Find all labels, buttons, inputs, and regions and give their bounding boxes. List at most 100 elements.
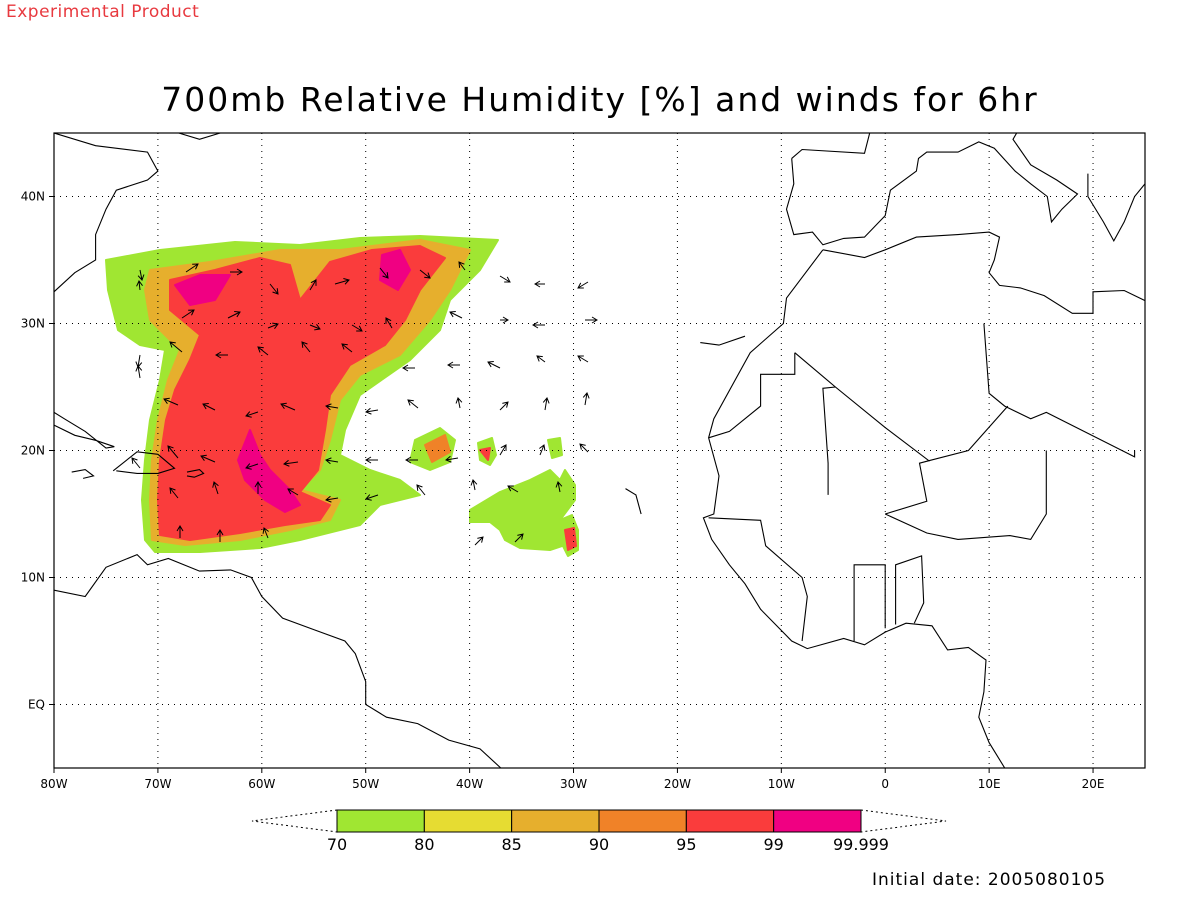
- wind-arrow: [163, 397, 179, 406]
- coastline: [1087, 173, 1145, 243]
- coastline: [794, 352, 931, 515]
- coastline: [928, 405, 1009, 462]
- colorbar-label: 70: [327, 835, 347, 854]
- coastline: [884, 450, 1047, 541]
- colorbar-label: 80: [414, 835, 434, 854]
- colorbar-swatch: [773, 809, 862, 833]
- wind-arrow: [419, 269, 431, 279]
- coastline: [54, 553, 502, 768]
- lon-tick-label: 50W: [352, 777, 379, 791]
- coastline: [186, 469, 205, 478]
- coastline: [54, 133, 159, 376]
- wind-arrow: [227, 311, 241, 319]
- wind-arrow: [309, 324, 321, 331]
- lon-tick-label: 40W: [456, 777, 483, 791]
- lon-tick-label: 20W: [664, 777, 691, 791]
- wind-arrow: [334, 278, 350, 285]
- colorbar-label: 99.999: [833, 835, 889, 854]
- wind-arrow: [379, 267, 389, 279]
- experimental-product-label: Experimental Product: [6, 2, 200, 22]
- wind-arrow: [455, 397, 463, 409]
- wind-arrow: [181, 309, 195, 319]
- lon-tick-label: 30W: [560, 777, 587, 791]
- axis-ticks: 80W 70W 60W 50W 40W 30W 20W 10W 0 10E 20E 40N 30N 20N…: [21, 190, 1105, 792]
- wind-arrow: [577, 355, 589, 363]
- wind-arrow: [507, 485, 519, 493]
- wind-arrow: [254, 481, 262, 494]
- coastline: [54, 411, 115, 449]
- lat-tick-label: 30N: [21, 317, 45, 331]
- wind-arrow: [532, 321, 545, 329]
- humidity-region: [424, 434, 451, 463]
- lat-tick-label: EQ: [28, 698, 45, 712]
- colorbar-swatch: [511, 809, 600, 833]
- colorbar-left-triangle: [251, 809, 338, 833]
- wind-arrow: [200, 454, 216, 463]
- wind-arrow: [185, 263, 199, 273]
- humidity-region: [237, 429, 301, 513]
- colorbar-right-triangle: [860, 809, 947, 833]
- coastline: [983, 323, 1136, 458]
- lat-tick-label: 10N: [21, 571, 45, 585]
- lon-tick-label: 60W: [248, 777, 275, 791]
- wind-arrow: [365, 407, 379, 415]
- colorbar-swatch: [598, 809, 687, 833]
- wind-arrow: [137, 269, 145, 281]
- coastline: [700, 335, 746, 346]
- wind-arrow: [447, 361, 460, 369]
- wind-arrow: [230, 268, 243, 276]
- wind-vectors: [131, 261, 598, 546]
- wind-arrow: [131, 457, 141, 469]
- coastline: [71, 469, 95, 479]
- wind-arrow: [267, 322, 279, 329]
- wind-arrow: [169, 487, 179, 499]
- humidity-field: [105, 235, 579, 557]
- wind-arrow: [487, 361, 501, 369]
- coastline: [178, 133, 223, 140]
- wind-arrow: [202, 403, 216, 411]
- coastline: [822, 386, 836, 495]
- humidity-region: [479, 447, 491, 461]
- colorbar-swatch: [685, 809, 775, 833]
- colorbar-label: 90: [589, 835, 609, 854]
- coastline: [853, 564, 886, 641]
- wind-arrow: [499, 444, 507, 456]
- chart-title: 700mb Relative Humidity [%] and winds fo…: [161, 80, 1039, 119]
- wind-arrow: [216, 529, 224, 542]
- coastline: [708, 352, 796, 439]
- wind-arrow: [325, 495, 339, 503]
- wind-arrow: [309, 279, 317, 291]
- lat-tick-label: 20N: [21, 444, 45, 458]
- lat-tick-label: 40N: [21, 190, 45, 204]
- wind-arrow: [499, 275, 511, 283]
- colorbar-label: 99: [763, 835, 783, 854]
- wind-arrow: [536, 355, 546, 363]
- wind-arrow: [458, 261, 466, 271]
- lon-tick-label: 10E: [978, 777, 1001, 791]
- wind-arrow: [245, 411, 259, 418]
- wind-arrow: [325, 403, 339, 411]
- colorbar-swatch: [423, 809, 513, 833]
- wind-arrow: [365, 456, 378, 464]
- wind-arrow: [257, 346, 269, 356]
- wind-arrow: [167, 445, 179, 459]
- wind-arrow: [582, 392, 590, 406]
- wind-arrow: [534, 280, 545, 288]
- coastline: [895, 555, 925, 625]
- wind-arrow: [287, 488, 299, 496]
- coastline: [785, 133, 1079, 246]
- wind-arrow: [579, 443, 589, 453]
- coastline: [822, 231, 1145, 314]
- wind-arrow: [212, 481, 219, 495]
- humidity-region: [564, 527, 577, 551]
- wind-arrow: [325, 457, 339, 465]
- lon-tick-label: 20E: [1082, 777, 1105, 791]
- wind-arrow: [416, 484, 426, 496]
- wind-arrow: [585, 316, 598, 324]
- wind-arrow: [449, 311, 463, 319]
- colorbar-label: 85: [501, 835, 521, 854]
- wind-arrow: [135, 354, 143, 368]
- wind-arrow: [577, 281, 589, 289]
- wind-arrow: [499, 401, 509, 411]
